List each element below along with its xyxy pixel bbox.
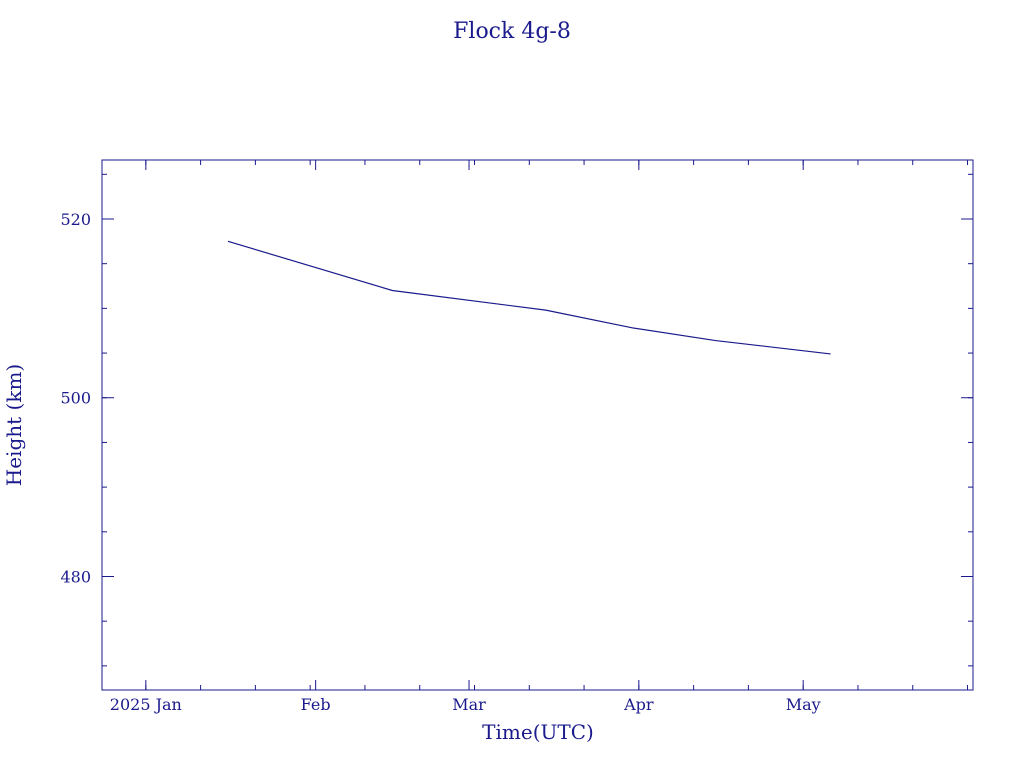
x-tick-label: Feb bbox=[301, 695, 331, 714]
y-tick-label: 480 bbox=[60, 567, 91, 586]
series-line bbox=[227, 240, 831, 355]
x-axis-tick-labels: 2025 Jan Feb Mar Apr May bbox=[110, 695, 821, 714]
x-axis-label: Time(UTC) bbox=[482, 720, 594, 744]
y-axis-label: Height (km) bbox=[2, 364, 26, 486]
x-tick-label: Apr bbox=[623, 695, 654, 714]
chart-title: Flock 4g-8 bbox=[453, 19, 571, 44]
y-axis-tick-labels: 480 500 520 bbox=[60, 210, 91, 587]
y-axis-ticks bbox=[102, 173, 973, 667]
x-tick-label: May bbox=[786, 695, 821, 714]
y-tick-label: 520 bbox=[60, 210, 91, 229]
plot-frame bbox=[101, 159, 974, 691]
y-tick-label: 500 bbox=[60, 389, 91, 408]
x-tick-label: 2025 Jan bbox=[110, 695, 182, 714]
series-layer bbox=[227, 240, 831, 355]
x-axis-ticks bbox=[145, 160, 969, 690]
x-tick-label: Mar bbox=[452, 695, 486, 714]
